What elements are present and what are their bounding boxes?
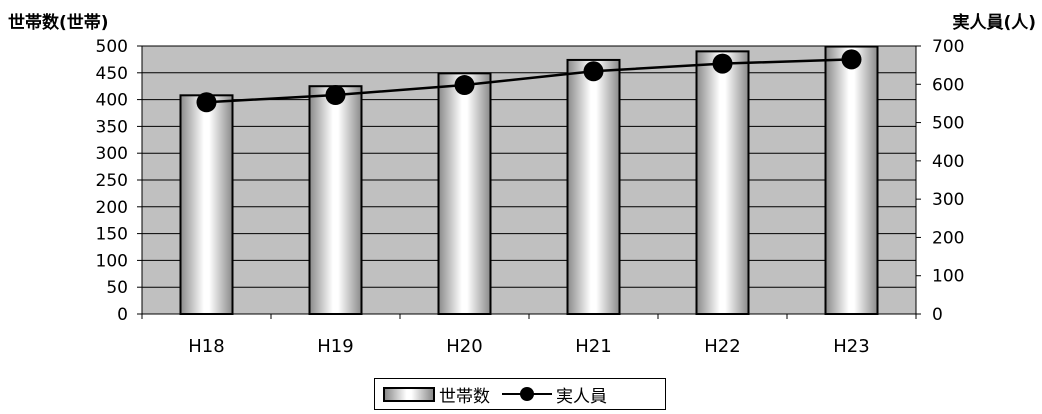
- line-point: [841, 49, 862, 70]
- legend-label-persons: 実人員: [556, 386, 607, 407]
- y-left-tick-label: 350: [96, 117, 128, 137]
- x-tick-label: H21: [575, 336, 611, 357]
- bar: [308, 85, 363, 315]
- y-left-tick-label: 100: [96, 251, 128, 271]
- bar: [824, 45, 879, 315]
- y-right-tick-label: 600: [932, 75, 964, 95]
- bar: [437, 72, 492, 315]
- y-right-tick-label: 400: [932, 152, 964, 172]
- x-tick-label: H23: [833, 336, 869, 357]
- x-tick-label: H18: [188, 336, 224, 357]
- line-point: [712, 53, 733, 74]
- legend-line-swatch: [502, 386, 552, 402]
- y-left-tick-label: 150: [96, 225, 128, 245]
- y-left-tick-label: 450: [96, 64, 128, 84]
- y-right-tick-label: 200: [932, 228, 964, 248]
- y-left-tick-label: 0: [117, 305, 128, 325]
- line-point: [196, 92, 217, 113]
- y-axis-right-title: 実人員(人): [952, 13, 1036, 33]
- legend: 世帯数 実人員: [374, 378, 666, 410]
- y-axis-left-title: 世帯数(世帯): [8, 13, 109, 33]
- y-left-tick-label: 50: [106, 278, 128, 298]
- y-left-tick-label: 400: [96, 91, 128, 111]
- y-left-tick-label: 500: [96, 37, 128, 57]
- line-point: [454, 75, 475, 96]
- y-right-tick-label: 300: [932, 190, 964, 210]
- y-right-tick-label: 700: [932, 37, 964, 57]
- bar: [179, 94, 234, 315]
- legend-label-households: 世帯数: [439, 386, 490, 407]
- y-left-tick-label: 300: [96, 144, 128, 164]
- y-right-tick-label: 0: [932, 305, 943, 325]
- y-right-tick-label: 500: [932, 114, 964, 134]
- y-left-tick-label: 250: [96, 171, 128, 191]
- line-point: [325, 85, 346, 106]
- line-series: [206, 58, 852, 104]
- x-tick-label: H20: [446, 336, 482, 357]
- bar: [566, 58, 621, 315]
- x-tick-label: H19: [317, 336, 353, 357]
- y-left-tick-label: 200: [96, 198, 128, 218]
- line-point: [583, 61, 604, 82]
- legend-bar-swatch: [383, 386, 435, 402]
- bar: [695, 50, 750, 316]
- y-right-tick-label: 100: [932, 267, 964, 287]
- x-tick-label: H22: [704, 336, 740, 357]
